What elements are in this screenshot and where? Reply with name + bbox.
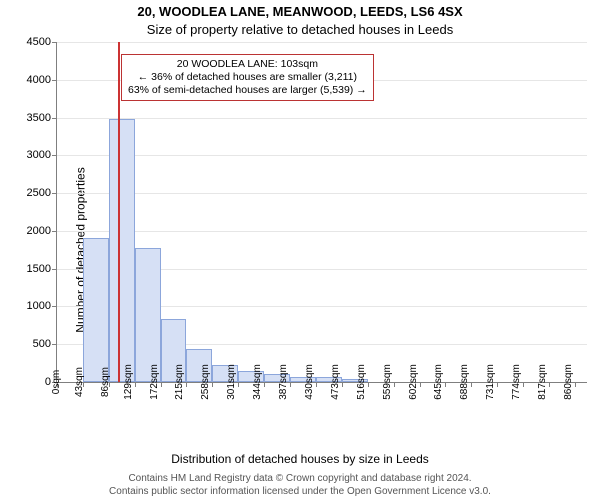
histogram-bar	[109, 119, 135, 382]
chart-title-line1: 20, WOODLEA LANE, MEANWOOD, LEEDS, LS6 4…	[0, 4, 600, 19]
ytick-label: 2000	[27, 225, 57, 237]
xtick-mark	[238, 382, 239, 387]
gridline	[57, 231, 587, 232]
xtick-label: 129sqm	[117, 364, 134, 400]
xtick-label: 817sqm	[531, 364, 548, 400]
xtick-label: 301sqm	[220, 364, 237, 400]
xtick-label: 0sqm	[45, 370, 62, 394]
gridline	[57, 118, 587, 119]
chart-container: 20, WOODLEA LANE, MEANWOOD, LEEDS, LS6 4…	[0, 0, 600, 500]
ytick-label: 4500	[27, 36, 57, 48]
xtick-mark	[575, 382, 576, 387]
xtick-mark	[523, 382, 524, 387]
xtick-mark	[549, 382, 550, 387]
xtick-mark	[316, 382, 317, 387]
gridline	[57, 42, 587, 43]
xtick-label: 430sqm	[298, 364, 315, 400]
xtick-mark	[497, 382, 498, 387]
footer-line1: Contains HM Land Registry data © Crown c…	[0, 472, 600, 485]
plot-area: 0500100015002000250030003500400045000sqm…	[56, 42, 587, 383]
xtick-mark	[135, 382, 136, 387]
xtick-mark	[420, 382, 421, 387]
histogram-bar	[135, 248, 161, 382]
xtick-mark	[161, 382, 162, 387]
annotation-box: 20 WOODLEA LANE: 103sqm ← 36% of detache…	[121, 54, 374, 101]
ytick-label: 500	[33, 338, 57, 350]
xtick-label: 387sqm	[272, 364, 289, 400]
xtick-mark	[471, 382, 472, 387]
chart-title-line2: Size of property relative to detached ho…	[0, 22, 600, 37]
ytick-label: 1500	[27, 263, 57, 275]
xtick-label: 215sqm	[169, 364, 186, 400]
xtick-label: 731sqm	[479, 364, 496, 400]
xtick-label: 516sqm	[350, 364, 367, 400]
xtick-mark	[186, 382, 187, 387]
footer-line2: Contains public sector information licen…	[0, 485, 600, 498]
annotation-line2: ← 36% of detached houses are smaller (3,…	[128, 71, 367, 84]
xtick-label: 559sqm	[376, 364, 393, 400]
xtick-label: 172sqm	[143, 364, 160, 400]
x-axis-label: Distribution of detached houses by size …	[0, 452, 600, 466]
xtick-label: 860sqm	[557, 364, 574, 400]
xtick-mark	[368, 382, 369, 387]
xtick-label: 473sqm	[324, 364, 341, 400]
annotation-line1: 20 WOODLEA LANE: 103sqm	[128, 58, 367, 71]
histogram-bar	[83, 238, 109, 382]
ytick-label: 4000	[27, 74, 57, 86]
xtick-mark	[212, 382, 213, 387]
xtick-label: 258sqm	[195, 364, 212, 400]
xtick-label: 43sqm	[68, 367, 85, 397]
xtick-label: 688sqm	[454, 364, 471, 400]
ytick-label: 1000	[27, 300, 57, 312]
xtick-mark	[264, 382, 265, 387]
property-marker-line	[118, 42, 120, 382]
xtick-mark	[342, 382, 343, 387]
xtick-label: 344sqm	[246, 364, 263, 400]
xtick-mark	[290, 382, 291, 387]
annotation-line3: 63% of semi-detached houses are larger (…	[128, 84, 367, 97]
gridline	[57, 193, 587, 194]
ytick-label: 2500	[27, 187, 57, 199]
xtick-mark	[394, 382, 395, 387]
xtick-label: 774sqm	[505, 364, 522, 400]
gridline	[57, 155, 587, 156]
xtick-label: 645sqm	[428, 364, 445, 400]
ytick-label: 3500	[27, 112, 57, 124]
xtick-label: 86sqm	[94, 367, 111, 397]
xtick-mark	[445, 382, 446, 387]
ytick-label: 3000	[27, 149, 57, 161]
footer: Contains HM Land Registry data © Crown c…	[0, 472, 600, 498]
xtick-label: 602sqm	[402, 364, 419, 400]
